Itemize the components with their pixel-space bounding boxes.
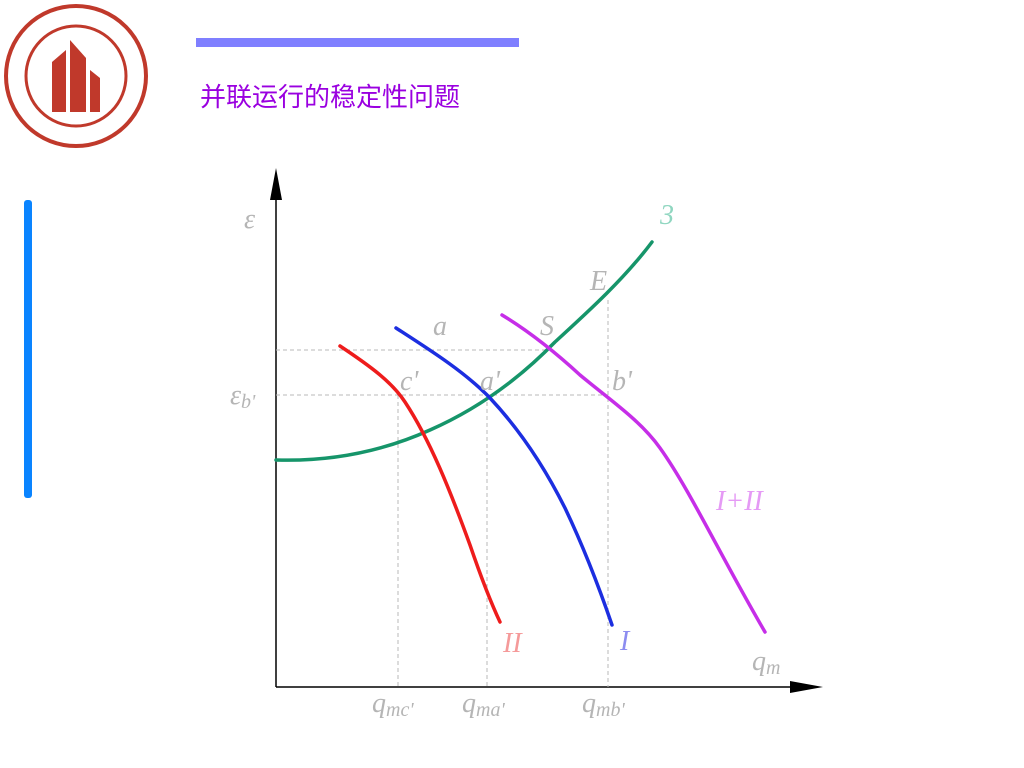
y-axis-label: ε — [244, 204, 255, 235]
side-bar — [24, 200, 32, 498]
x-axis-label: qm — [752, 646, 780, 679]
point-label: c' — [400, 366, 419, 397]
x-mark-label: qmb' — [582, 688, 625, 721]
point-label: S — [540, 311, 554, 342]
point-label: a' — [480, 366, 501, 397]
point-label: E — [589, 266, 607, 297]
logo — [4, 4, 148, 148]
x-mark-label: qma' — [462, 688, 505, 721]
guide-lines — [276, 300, 609, 687]
title-bar — [196, 38, 519, 47]
curve-i — [394, 326, 614, 627]
curve-label: II — [502, 628, 523, 659]
curve-i-plus-ii — [500, 313, 767, 634]
x-mark-label: qmc' — [372, 688, 414, 721]
point-label: a — [433, 311, 447, 342]
curve-3 — [274, 240, 654, 462]
point-label: b' — [612, 366, 633, 397]
curve-label: I — [619, 626, 631, 657]
axes — [270, 168, 823, 693]
curve-label: I+II — [715, 486, 765, 517]
curve-label: 3 — [659, 200, 674, 231]
title: 并联运行的稳定性问题 — [200, 83, 460, 113]
y-mark-label: εb' — [230, 380, 256, 413]
curve-ii — [338, 344, 502, 624]
